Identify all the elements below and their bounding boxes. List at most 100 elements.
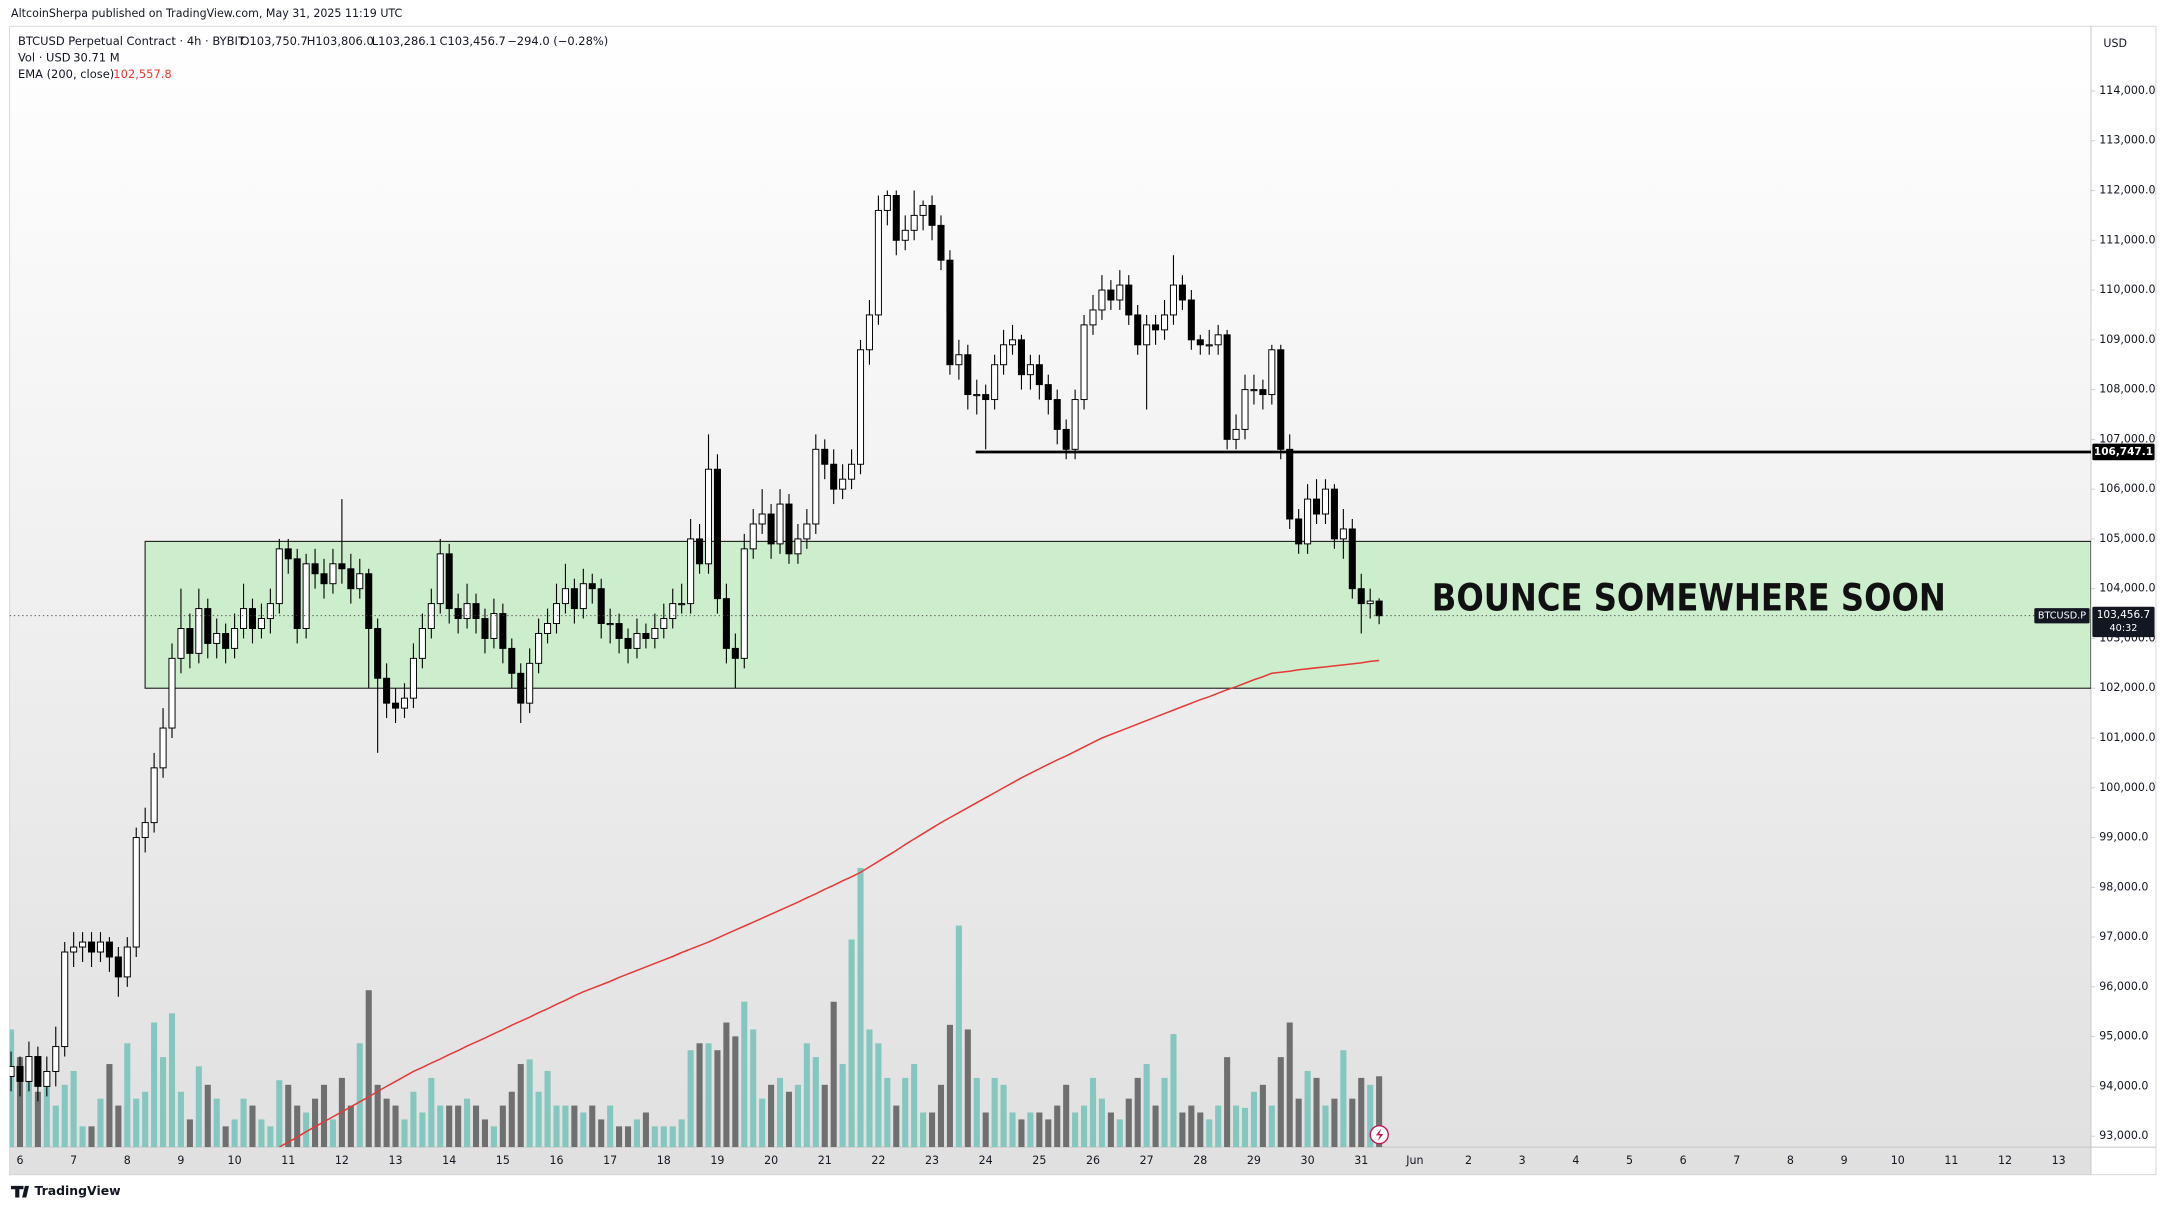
candle-body: [1339, 528, 1347, 540]
volume-bar: [1161, 1077, 1168, 1148]
volume-bar: [1027, 1112, 1034, 1148]
x-tick-label: 23: [925, 1154, 939, 1167]
candle-body: [579, 583, 587, 610]
volume-bar: [97, 1098, 104, 1148]
volume-bar: [365, 990, 372, 1148]
volume-bar: [142, 1091, 149, 1148]
volume-bar: [1322, 1105, 1329, 1148]
candle-body: [946, 259, 954, 366]
x-tick-label: 29: [1247, 1154, 1261, 1167]
candle-body: [1330, 488, 1338, 540]
candle-body: [892, 194, 900, 241]
price-tag: [2092, 606, 2155, 638]
volume-bar: [1233, 1105, 1240, 1148]
candle-body: [1223, 334, 1231, 440]
candle-body: [687, 538, 695, 605]
candle-body: [1295, 518, 1303, 545]
candle-body: [669, 603, 677, 620]
volume-bar: [177, 1091, 184, 1148]
candle-body: [794, 538, 802, 555]
candle-body: [991, 364, 999, 401]
frame: [9, 25, 2157, 1176]
volume-bar: [1152, 1105, 1159, 1148]
volume-bar: [276, 1080, 283, 1148]
volume-bar: [481, 1119, 489, 1148]
candle-body: [1348, 528, 1356, 590]
hline-tag-label: 106,747.1: [2094, 446, 2153, 458]
candle-body: [722, 598, 730, 649]
volume-bar: [759, 1098, 766, 1148]
candle-body: [88, 941, 96, 953]
candle-body: [1250, 389, 1258, 392]
volume-bar: [651, 1126, 658, 1148]
volume-bar: [893, 1105, 900, 1148]
candle-body: [1116, 284, 1124, 301]
x-tick-label: 24: [979, 1154, 993, 1167]
volume-bar: [535, 1091, 542, 1148]
volume-bar: [267, 1126, 274, 1148]
candle-body: [490, 613, 498, 639]
volume-bar: [687, 1050, 694, 1148]
volume-bar: [115, 1105, 122, 1148]
volume-bar: [222, 1126, 229, 1148]
legend-ema: EMA (200, close): [18, 67, 114, 81]
volume-bar: [571, 1105, 578, 1148]
x-tick-label: 7: [70, 1154, 77, 1167]
volume-bar: [696, 1043, 703, 1148]
volume-bar: [124, 1043, 131, 1148]
volume-bar: [294, 1105, 301, 1148]
volume-bar: [723, 1022, 730, 1148]
candle-body: [1241, 389, 1249, 430]
volume-bar: [785, 1091, 793, 1148]
volume-bar: [750, 1029, 757, 1148]
volume-bar: [88, 1126, 95, 1148]
x-tick-label: 12: [335, 1154, 349, 1167]
volume-bar: [231, 1119, 238, 1148]
volume-bar: [1349, 1098, 1356, 1148]
y-tick-label: 98,000.0: [2099, 880, 2148, 893]
candle-body: [472, 603, 480, 620]
y-tick-label: 106,000.0: [2099, 482, 2155, 495]
volume-bar: [249, 1105, 256, 1148]
x-tick-label: 10: [228, 1154, 242, 1167]
candle-body: [168, 657, 176, 729]
volume-bar: [1224, 1057, 1231, 1148]
candle-body: [865, 314, 873, 351]
legend-volume-value: 30.71 M: [73, 51, 119, 65]
volume-bar: [1277, 1057, 1284, 1148]
volume-bar: [812, 1057, 819, 1148]
y-tick-label: 111,000.0: [2099, 233, 2155, 246]
x-tick-label: 11: [281, 1154, 295, 1167]
legend-symbol: BTCUSD Perpetual Contract · 4h · BYBIT: [18, 34, 246, 48]
candle-body: [159, 727, 167, 769]
volume-bar: [213, 1098, 220, 1148]
candle-body: [731, 647, 739, 659]
x-tick-label: 14: [442, 1154, 456, 1167]
volume-bar: [186, 1119, 193, 1148]
y-tick-label: 97,000.0: [2099, 930, 2148, 943]
volume-bar: [1259, 1084, 1266, 1148]
volume-bar: [437, 1105, 444, 1148]
volume-bar: [303, 1112, 310, 1148]
volume-bar: [1170, 1034, 1177, 1148]
candle-body: [651, 628, 659, 639]
y-tick-label: 94,000.0: [2099, 1079, 2148, 1092]
candle-body: [624, 637, 632, 649]
volume-bar: [195, 1066, 202, 1148]
alert-bolt: [1375, 1128, 1384, 1141]
candle-body: [1205, 344, 1213, 347]
candle-body: [114, 956, 122, 978]
candle-body: [704, 468, 713, 565]
y-tick-label: 105,000.0: [2099, 532, 2155, 545]
x-tick-label: Jun: [1405, 1154, 1423, 1167]
volume-bar: [133, 1098, 140, 1148]
legend-change: −294.0 (−0.28%): [507, 34, 608, 48]
y-tick-label: 112,000.0: [2099, 184, 2155, 197]
candle-body: [257, 618, 265, 629]
x-tick-label: 7: [1733, 1154, 1740, 1167]
candle-body: [776, 503, 784, 545]
x-tick-label: 10: [1891, 1154, 1905, 1167]
volume-bar: [526, 1059, 533, 1148]
volume-bar: [1241, 1107, 1249, 1148]
candle-body: [61, 951, 69, 1048]
